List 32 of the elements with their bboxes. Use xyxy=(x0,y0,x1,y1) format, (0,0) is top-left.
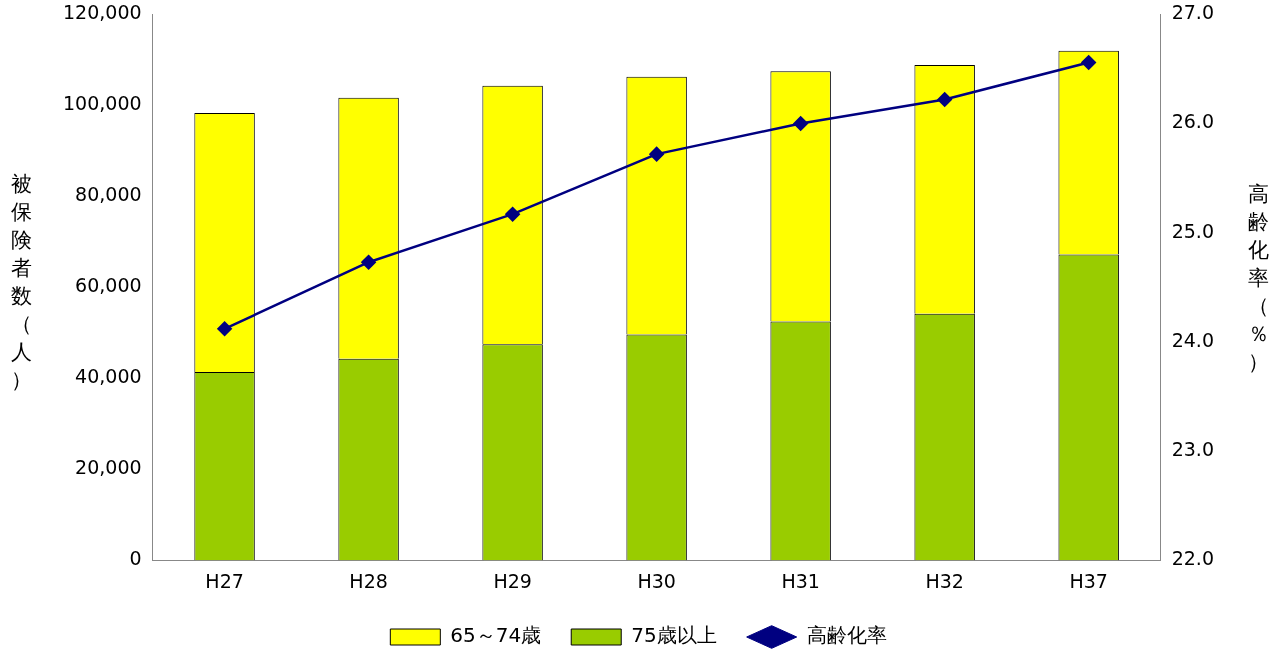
x-tick-label: H28 xyxy=(349,569,388,592)
legend-label: 高齢化率 xyxy=(806,623,887,648)
point xyxy=(1081,55,1096,70)
point xyxy=(793,116,808,131)
y2-tick-label: 23.0 xyxy=(1171,437,1215,460)
y2-tick-label: 25.0 xyxy=(1171,219,1215,242)
x-tick-label: H32 xyxy=(925,569,964,592)
y2-tick-label: 24.0 xyxy=(1171,328,1215,351)
y2-tick-label: 26.0 xyxy=(1171,110,1215,133)
y2-axis-title: 高齢化率（％） xyxy=(1246,181,1270,376)
y-tick-label: 40,000 xyxy=(75,365,142,388)
point xyxy=(361,254,376,270)
point xyxy=(937,92,952,107)
y2-tick-label: 22.0 xyxy=(1171,547,1215,570)
y-tick-label: 100,000 xyxy=(62,92,142,115)
y-tick-label: 120,000 xyxy=(62,1,142,24)
legend-label: 75歳以上 xyxy=(631,623,717,648)
y-tick-label: 0 xyxy=(129,547,142,570)
point xyxy=(217,321,232,337)
point xyxy=(505,206,520,222)
legend-label: 65～74歳 xyxy=(450,623,542,648)
x-tick-label: H30 xyxy=(637,569,676,592)
x-tick-label: H37 xyxy=(1069,569,1108,592)
point xyxy=(649,146,664,162)
x-tick-label: H31 xyxy=(781,569,820,592)
y-tick-label: 60,000 xyxy=(75,274,142,297)
x-tick-label: H29 xyxy=(493,569,532,592)
y-axis-title: 被保険者数（人） xyxy=(9,171,33,394)
y2-tick-label: 27.0 xyxy=(1171,1,1215,24)
y-tick-label: 20,000 xyxy=(75,456,142,479)
y-tick-label: 80,000 xyxy=(75,183,142,206)
x-tick-label: H27 xyxy=(205,569,244,592)
